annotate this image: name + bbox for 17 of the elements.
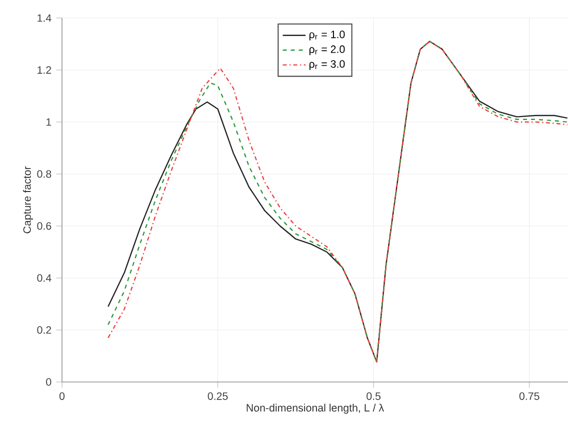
y-tick-label: 0.6 (37, 222, 52, 230)
y-axis-title: Capture factor (23, 166, 33, 234)
y-tick-label: 0.2 (37, 326, 52, 334)
x-axis-title: Non-dimensional length, L / λ (246, 404, 384, 414)
y-tick-label: 0.8 (37, 170, 52, 178)
x-tick-label: 0 (59, 392, 65, 400)
y-tick-label: 0 (46, 378, 52, 386)
y-tick-label: 0.4 (37, 274, 52, 282)
legend-label: ρ$_{r}$ = 1.0 (309, 30, 345, 40)
x-tick-label: 0.5 (366, 392, 381, 400)
y-tick-label: 1.2 (38, 66, 52, 74)
legend-label: ρ$_{r}$ = 3.0 (309, 60, 345, 70)
x-tick-label: 0.75 (519, 392, 540, 400)
legend-label: ρ$_{r}$ = 2.0 (309, 45, 345, 56)
y-tick-label: 1.4 (38, 14, 52, 22)
x-tick-label: 0.25 (208, 392, 228, 400)
y-tick-label: 1 (46, 118, 52, 126)
